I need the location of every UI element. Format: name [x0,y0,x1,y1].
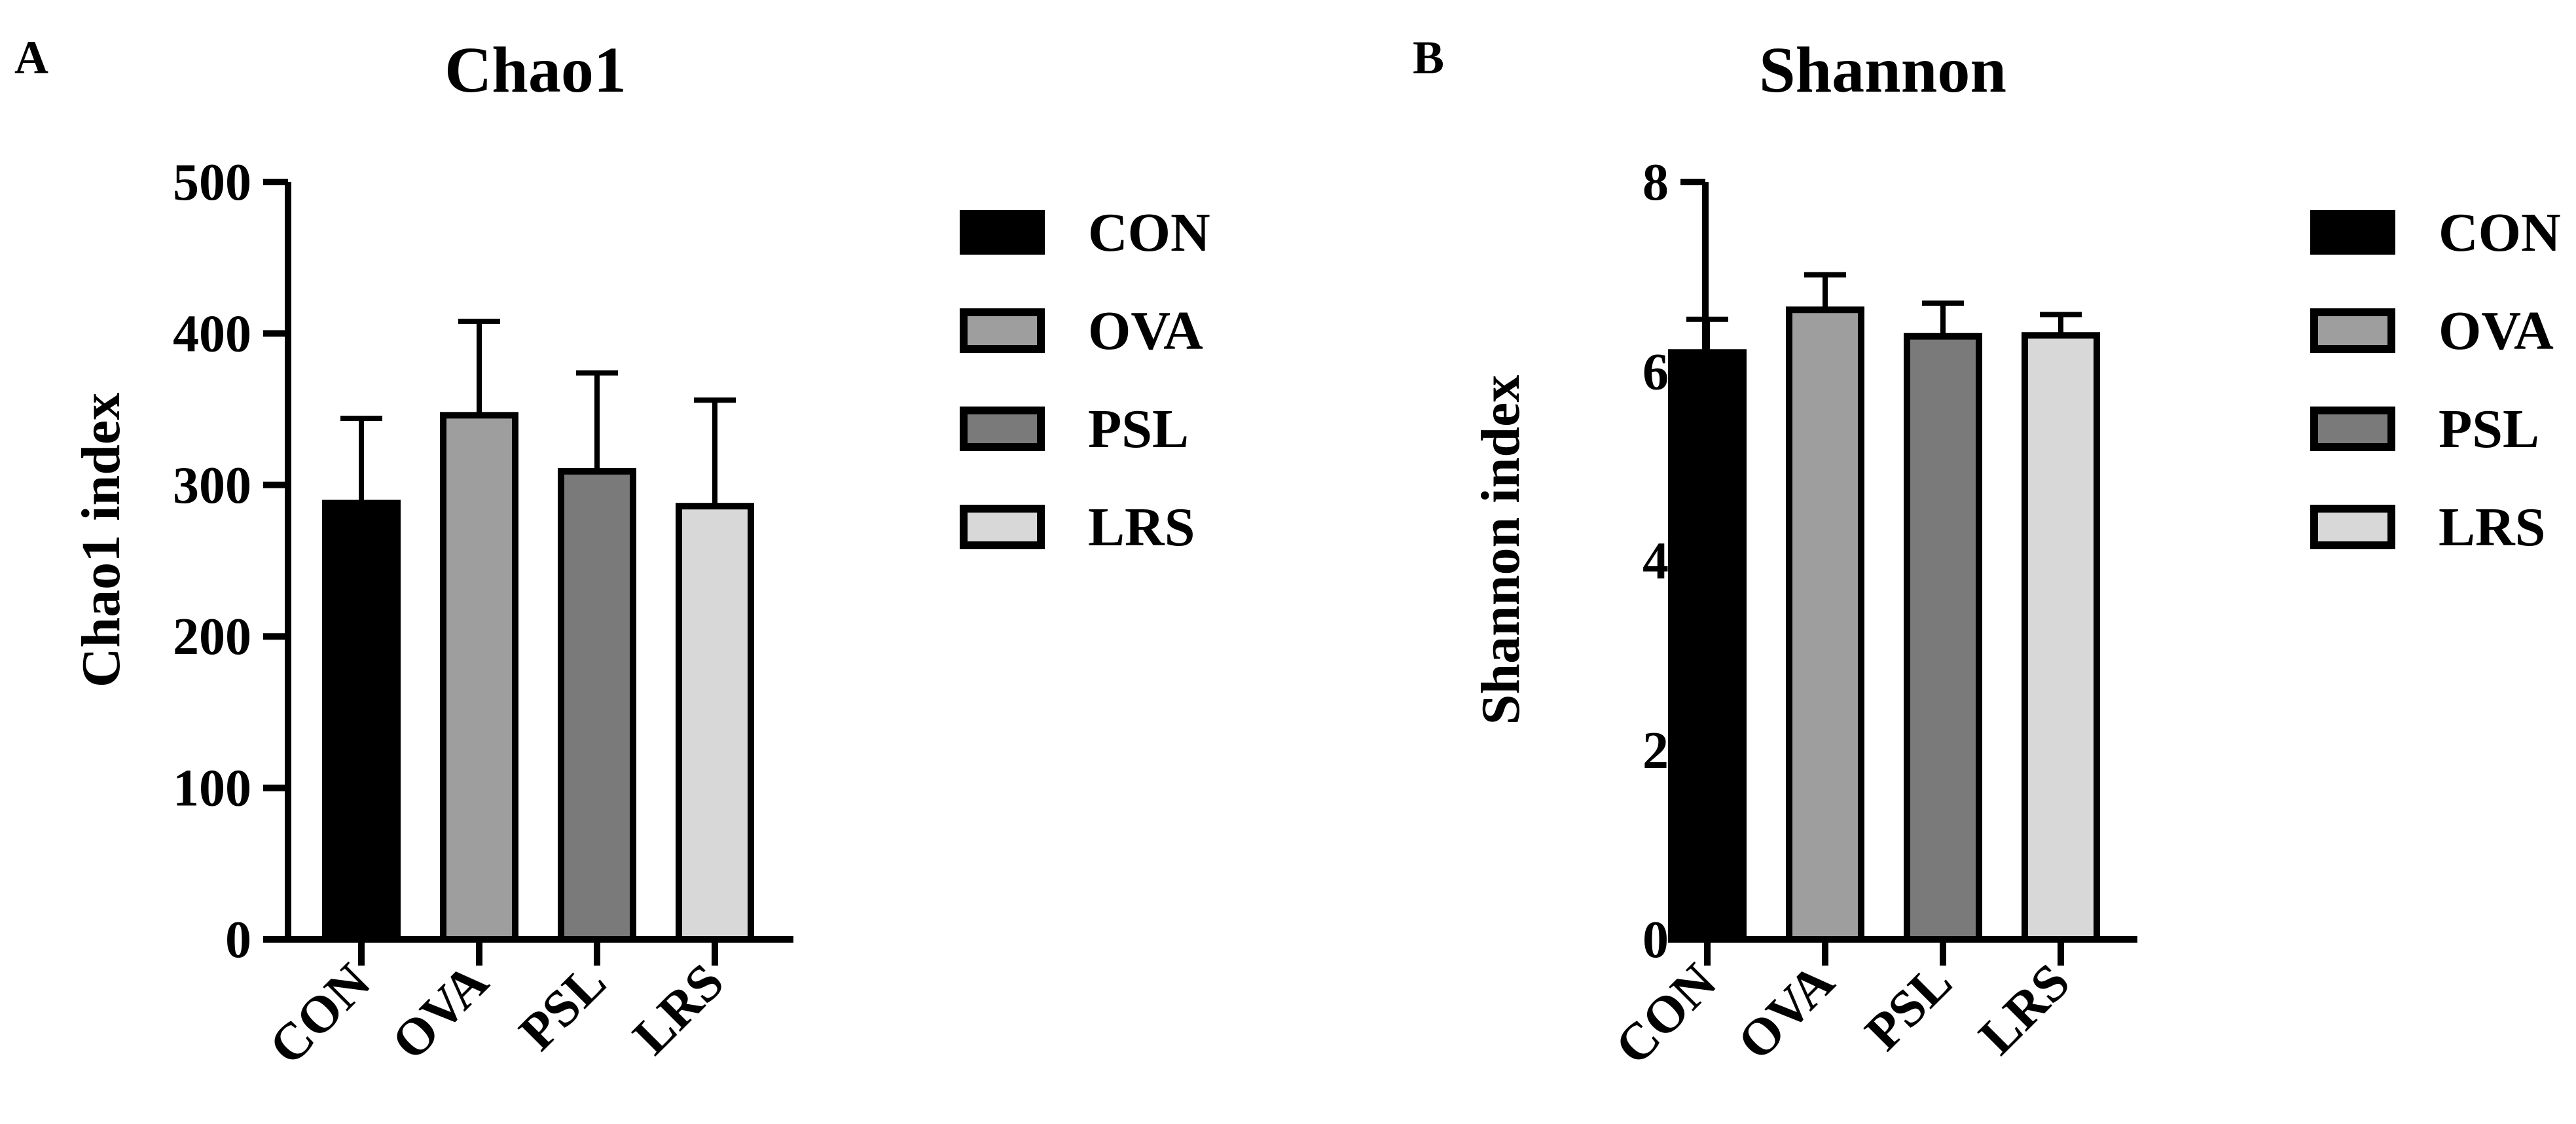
legend-swatch-ova [960,308,1045,353]
legend: CON OVA PSL LRS [960,202,1210,558]
bar-lrs [676,503,754,943]
legend-label-psl: PSL [2439,399,2539,460]
bar-lrs [2022,332,2100,943]
bar-psl [558,467,636,943]
bar-ova [440,412,518,943]
panel-label: A [14,31,48,84]
legend-label-ova: OVA [2439,300,2554,361]
panel-label: B [1413,31,1444,84]
legend-swatch-ova [2310,308,2395,353]
bar-ova [1786,306,1864,943]
legend-label-lrs: LRS [2439,497,2545,558]
y-tick-label: 6 [1642,343,1669,401]
x-tick-label: OVA [381,952,499,1071]
x-tick-label: LRS [622,953,735,1066]
y-tick-label: 500 [173,154,251,211]
bars [1668,306,2100,943]
chart-title: Shannon [1759,33,2006,106]
legend-label-lrs: LRS [1088,497,1195,558]
bar-con [322,499,401,943]
y-tick-label: 400 [173,305,251,363]
y-axis-label: Shannon index [1470,375,1531,725]
bar-psl [1904,333,1982,943]
legend: CON OVA PSL LRS [2310,202,2561,558]
x-tick-label: LRS [1968,953,2080,1066]
x-tick-label: CON [259,953,382,1076]
x-tick-label: OVA [1727,952,1845,1071]
y-tick-label: 0 [225,911,251,969]
legend-label-ova: OVA [1088,300,1203,361]
y-tick-label: 4 [1642,533,1669,590]
legend-swatch-psl [960,407,1045,451]
y-tick-label: 8 [1642,154,1669,211]
legend-swatch-con [2310,210,2395,255]
legend-label-con: CON [2439,202,2561,263]
y-tick-label: 100 [173,760,251,818]
legend-label-psl: PSL [1088,399,1189,460]
bars [322,412,754,943]
error-bars [1686,272,2082,353]
x-tick-label: PSL [509,953,617,1062]
x-ticks: CON OVA PSL LRS [1605,939,2081,1076]
legend-swatch-psl [2310,407,2395,451]
legend-swatch-lrs [960,505,1045,549]
y-ticks: 0 100 200 300 400 500 [173,154,288,969]
x-tick-label: PSL [1855,953,1963,1062]
x-tick-label: CON [1605,953,1728,1076]
x-ticks: CON OVA PSL LRS [259,939,735,1076]
y-tick-label: 0 [1642,911,1669,969]
legend-swatch-con [960,210,1045,255]
chao1-panel: A Chao1 Chao1 index 0 100 200 300 400 500 CON… [14,31,1210,1076]
chart-title: Chao1 [444,33,626,106]
y-axis-label: Chao1 index [71,393,132,687]
y-tick-label: 300 [173,457,251,515]
legend-label-con: CON [1088,202,1210,263]
y-tick-label: 2 [1642,722,1669,780]
y-tick-label: 200 [173,608,251,666]
error-bars [340,318,736,507]
bar-con [1668,349,1747,943]
legend-swatch-lrs [2310,505,2395,549]
